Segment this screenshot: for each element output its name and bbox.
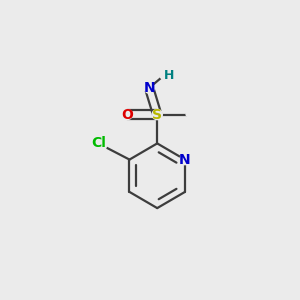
Text: H: H	[164, 69, 175, 82]
Circle shape	[122, 110, 132, 120]
Text: N: N	[179, 153, 191, 166]
Circle shape	[89, 135, 107, 152]
Circle shape	[152, 110, 162, 120]
Text: N: N	[143, 81, 155, 95]
Circle shape	[180, 154, 190, 165]
Circle shape	[160, 71, 168, 80]
Text: S: S	[152, 107, 162, 122]
Circle shape	[144, 83, 154, 93]
Text: Cl: Cl	[91, 136, 106, 150]
Circle shape	[186, 113, 188, 116]
Text: O: O	[121, 107, 133, 122]
